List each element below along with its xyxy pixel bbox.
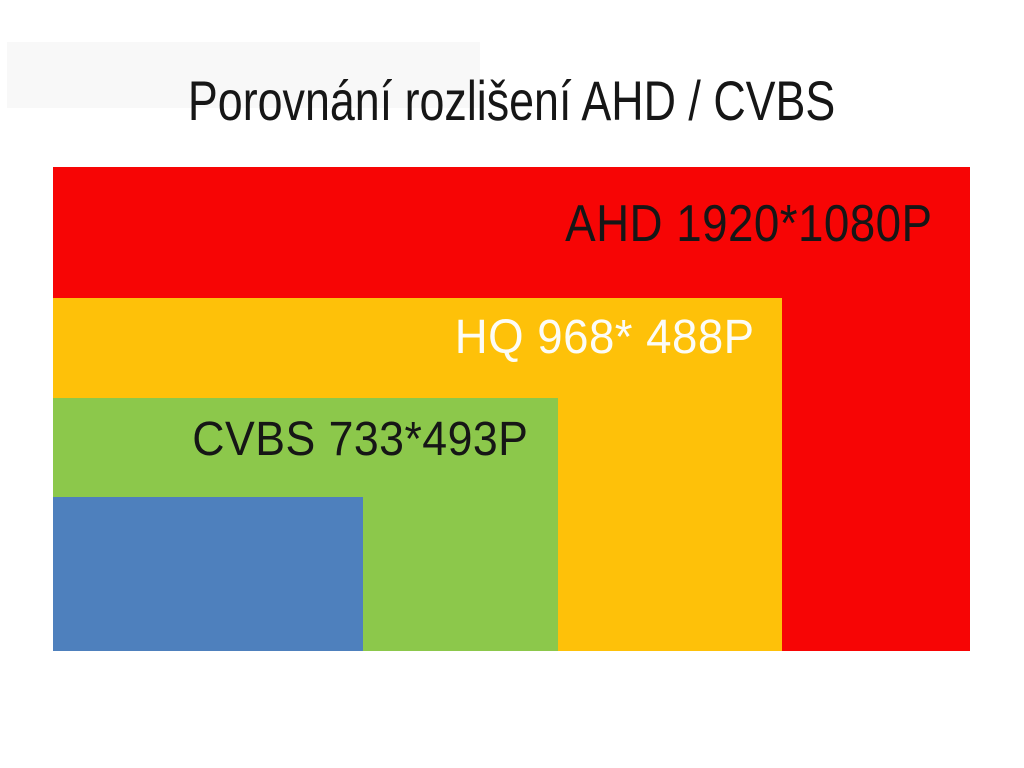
smallest-resolution-rect xyxy=(53,497,363,651)
title-background-artifact xyxy=(7,42,480,108)
ahd-resolution-label: AHD 1920*1080P xyxy=(565,195,933,253)
page-title-text: Porovnání rozlišení AHD / CVBS xyxy=(188,69,836,132)
cvbs-resolution-label: CVBS 733*493P xyxy=(191,413,528,466)
page-title: Porovnání rozlišení AHD / CVBS xyxy=(0,73,1024,129)
hq-resolution-label: HQ 968* 488P xyxy=(455,311,755,364)
